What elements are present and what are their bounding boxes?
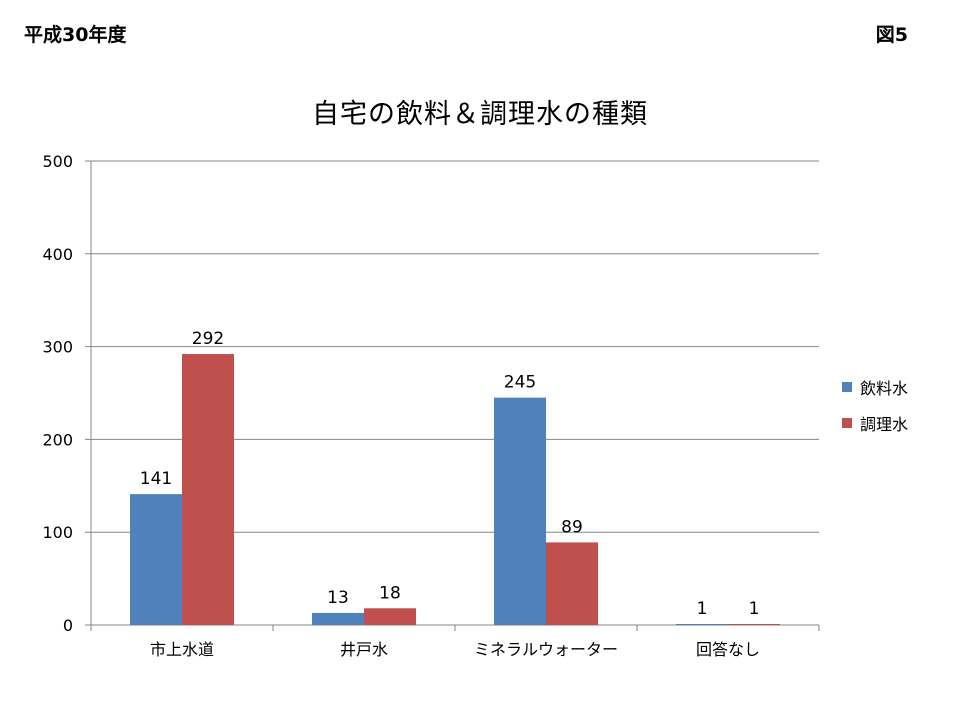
y-tick-label: 400: [42, 245, 73, 264]
bar: [182, 354, 234, 625]
bar: [130, 494, 182, 625]
data-label: 89: [561, 517, 583, 537]
bar: [546, 542, 598, 625]
bar: [312, 612, 364, 625]
data-label: 292: [192, 329, 224, 349]
y-tick-label: 300: [42, 338, 73, 357]
legend-swatch-drinking: [842, 382, 852, 392]
legend-item-drinking: 飲料水: [842, 376, 908, 398]
x-category-label: 井戸水: [340, 640, 388, 659]
x-category-label: ミネラルウォーター: [474, 640, 618, 659]
legend-label-drinking: 飲料水: [860, 379, 909, 398]
y-tick-label: 200: [42, 430, 73, 449]
y-tick-label: 100: [42, 523, 73, 542]
data-label: 1: [749, 599, 760, 619]
data-label: 1: [697, 599, 708, 619]
bar: [676, 624, 728, 625]
bar: [494, 397, 546, 625]
figure-number: 図5: [875, 24, 908, 46]
data-label: 13: [327, 588, 349, 608]
y-tick-label: 0: [63, 616, 73, 635]
bar: [728, 624, 780, 625]
data-label: 141: [140, 469, 172, 489]
year-label: 平成30年度: [24, 24, 127, 46]
legend-swatch-cooking: [842, 418, 852, 428]
x-category-label: 回答なし: [696, 640, 760, 659]
legend: 飲料水 調理水: [842, 376, 908, 448]
data-label: 245: [504, 373, 536, 393]
x-category-label: 市上水道: [150, 640, 214, 659]
bar: [364, 608, 416, 625]
legend-item-cooking: 調理水: [842, 412, 908, 434]
legend-label-cooking: 調理水: [860, 415, 909, 434]
chart-title: 自宅の飲料＆調理水の種類: [312, 99, 648, 130]
y-tick-label: 500: [42, 152, 73, 171]
data-label: 18: [379, 583, 401, 603]
